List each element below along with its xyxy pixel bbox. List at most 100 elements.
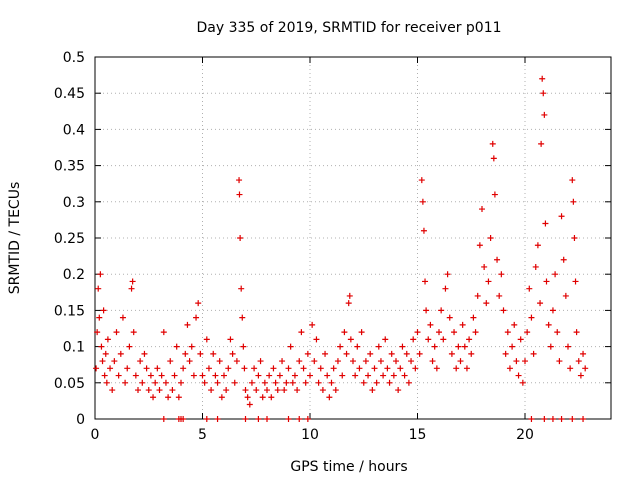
axis-ticks xyxy=(94,56,611,420)
data-point xyxy=(225,365,232,372)
data-point xyxy=(358,329,365,336)
data-point xyxy=(124,365,131,372)
data-point xyxy=(201,379,208,386)
data-point xyxy=(212,372,219,379)
data-point xyxy=(214,379,221,386)
data-point xyxy=(205,365,212,372)
data-point xyxy=(547,343,554,350)
data-point xyxy=(180,416,187,422)
data-point xyxy=(279,358,286,365)
data-point xyxy=(532,263,539,270)
data-point xyxy=(567,365,574,372)
data-point xyxy=(446,314,453,321)
x-tick-label: 15 xyxy=(409,427,427,443)
data-point xyxy=(397,365,404,372)
data-point xyxy=(145,387,152,394)
data-point xyxy=(423,307,430,314)
data-point xyxy=(543,278,550,285)
data-point xyxy=(470,314,477,321)
data-point xyxy=(436,329,442,336)
data-point xyxy=(115,372,122,379)
data-point xyxy=(237,235,244,241)
data-point xyxy=(152,379,159,386)
data-point xyxy=(360,379,367,386)
data-point xyxy=(427,321,434,328)
data-point xyxy=(143,365,150,372)
data-point xyxy=(111,358,118,365)
data-point xyxy=(554,329,561,336)
data-point xyxy=(549,416,556,422)
data-point xyxy=(365,372,372,379)
data-point xyxy=(193,314,200,321)
data-point xyxy=(304,350,311,357)
data-point xyxy=(319,387,326,394)
data-point xyxy=(461,343,468,350)
data-points xyxy=(93,75,589,422)
data-point xyxy=(455,343,462,350)
data-point xyxy=(244,394,251,401)
data-point xyxy=(569,177,576,184)
data-point xyxy=(186,358,193,365)
data-point xyxy=(300,365,307,372)
y-axis-label: SRMTID / TECUs xyxy=(7,182,23,295)
data-point xyxy=(451,329,458,336)
data-point xyxy=(401,372,408,379)
data-point xyxy=(418,177,425,184)
data-point xyxy=(343,350,350,357)
data-point xyxy=(513,358,520,365)
data-point xyxy=(522,358,528,365)
data-point xyxy=(459,321,466,328)
data-point xyxy=(281,387,288,394)
data-point xyxy=(386,379,393,386)
data-point xyxy=(476,242,483,249)
data-point xyxy=(466,336,473,343)
data-point xyxy=(395,387,402,394)
data-point xyxy=(571,235,578,241)
data-point xyxy=(419,198,426,205)
data-point xyxy=(184,321,191,328)
data-point xyxy=(296,358,303,365)
data-point xyxy=(408,358,415,365)
data-point xyxy=(422,278,429,285)
x-axis-label: GPS time / hours xyxy=(290,459,407,475)
data-point xyxy=(242,387,249,394)
data-point xyxy=(570,198,577,205)
data-point xyxy=(474,292,481,299)
data-point xyxy=(496,292,503,299)
data-point xyxy=(162,379,169,386)
data-point xyxy=(97,271,104,278)
data-point xyxy=(580,416,587,422)
data-point xyxy=(154,365,161,372)
data-point xyxy=(444,271,451,278)
data-point xyxy=(457,358,464,365)
data-point xyxy=(313,336,320,343)
data-point xyxy=(289,379,296,386)
data-point xyxy=(565,343,571,350)
data-point xyxy=(248,379,255,386)
data-point xyxy=(102,350,109,357)
data-point xyxy=(506,365,513,372)
data-point xyxy=(382,336,389,343)
data-point xyxy=(420,227,427,234)
data-point xyxy=(502,350,509,357)
data-point xyxy=(307,372,313,379)
data-point xyxy=(246,401,253,408)
data-point xyxy=(453,365,460,372)
data-point xyxy=(362,358,369,365)
data-point xyxy=(580,350,587,357)
data-point xyxy=(242,416,249,422)
data-point xyxy=(575,358,582,365)
data-point xyxy=(264,387,270,394)
data-point xyxy=(534,242,541,249)
data-point xyxy=(99,358,106,365)
x-tick-label: 20 xyxy=(516,427,534,443)
data-point xyxy=(541,111,548,118)
y-tick-labels: 0 0.05 0.1 0.15 0.2 0.25 0.3 0.35 0.4 0.45 0.5 xyxy=(54,50,85,428)
grid xyxy=(95,57,611,419)
data-point xyxy=(294,387,301,394)
data-point xyxy=(285,365,292,372)
x-tick-labels: 0 5 10 15 20 xyxy=(91,427,534,443)
data-point xyxy=(268,394,275,401)
data-point xyxy=(171,372,178,379)
data-point xyxy=(560,256,567,263)
